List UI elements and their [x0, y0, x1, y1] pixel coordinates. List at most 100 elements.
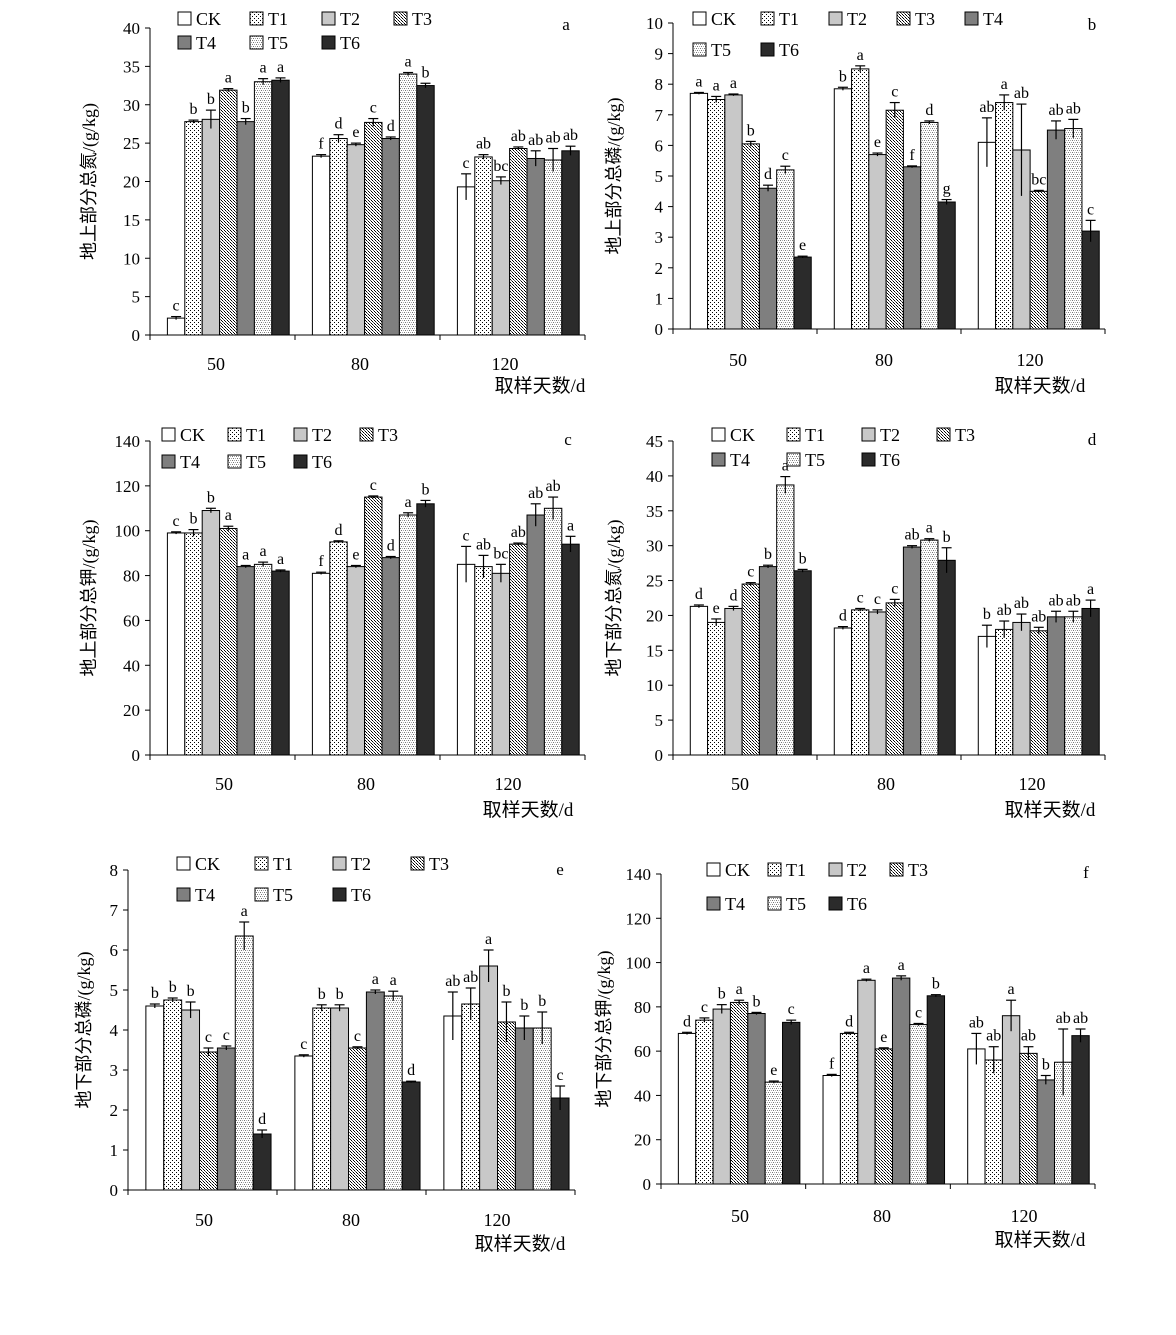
legend-swatch-T3 — [896, 11, 911, 26]
significance-letter: b — [422, 481, 430, 498]
legend-swatch-CK — [692, 11, 707, 26]
y-tick-label: 30 — [123, 96, 140, 115]
bar-T2-120 — [1001, 1015, 1021, 1185]
significance-letter: c — [370, 100, 377, 117]
bar-CK-50 — [689, 605, 709, 756]
significance-letter: e — [799, 237, 806, 254]
bar-T3-50 — [219, 527, 238, 756]
x-tick-label: 80 — [875, 350, 893, 370]
bar-T6-120 — [1081, 230, 1100, 330]
bar-T5-50 — [253, 81, 273, 336]
bar-T6-120 — [550, 1097, 570, 1191]
x-tick-label: 80 — [351, 354, 369, 374]
x-tick-label: 120 — [495, 774, 522, 794]
bar-T1-50 — [695, 1019, 714, 1185]
legend-swatch-T3 — [410, 856, 425, 871]
significance-letter: a — [485, 931, 492, 948]
y-tick-label: 40 — [123, 19, 140, 38]
y-tick-label: 15 — [646, 641, 663, 660]
y-tick-label: 1 — [655, 289, 664, 308]
bar-T5-120 — [543, 159, 563, 336]
legend-label-T5: T5 — [246, 452, 266, 472]
significance-letter: c — [223, 1027, 230, 1044]
y-axis-label: 地下部分总钾/(g/kg) — [594, 951, 615, 1108]
significance-letter: c — [747, 564, 754, 581]
significance-letter: a — [260, 60, 267, 77]
legend-swatch-CK — [711, 427, 726, 442]
bar-T4-80 — [381, 557, 400, 756]
significance-letter: b — [983, 606, 991, 623]
bar-CK-80 — [833, 88, 853, 330]
legend-swatch-T6 — [760, 42, 775, 57]
bar-CK-80 — [833, 627, 853, 756]
bar-T3-80 — [874, 1048, 893, 1185]
significance-letter: e — [770, 1062, 777, 1079]
significance-letter: b — [718, 986, 726, 1003]
bar-T1-80 — [839, 1032, 859, 1185]
panel-letter: d — [1088, 430, 1097, 449]
significance-letter: a — [736, 981, 743, 998]
y-tick-label: 140 — [115, 432, 141, 451]
bar-T1-80 — [329, 138, 348, 336]
x-axis-label: 取样天数/d — [475, 1233, 566, 1255]
significance-letter: b — [207, 489, 215, 506]
bar-T4-50 — [236, 566, 255, 756]
bar-T1-80 — [851, 68, 870, 330]
bar-T4-120 — [526, 157, 545, 336]
bar-T3-80 — [364, 496, 383, 756]
y-tick-label: 80 — [634, 998, 651, 1017]
significance-letter: b — [187, 983, 195, 1000]
legend-swatch-T2 — [293, 427, 308, 442]
significance-letter: b — [169, 979, 177, 996]
chart-panel-c: 0 20 40 60 80 100 120 140 地上部分总钾/(g/kg) 50 80 120 取样… — [79, 425, 586, 821]
significance-letter: a — [857, 47, 864, 64]
legend-label-CK: CK — [196, 9, 221, 29]
significance-letter: b — [799, 550, 807, 567]
legend-swatch-T2 — [828, 862, 843, 877]
significance-letter: ab — [1014, 595, 1029, 612]
bar-T4-120 — [1046, 129, 1066, 330]
legend-swatch-T6 — [321, 35, 336, 50]
bar-T4-120 — [1036, 1079, 1055, 1185]
significance-letter: b — [764, 546, 772, 563]
bar-T5-80 — [398, 73, 418, 336]
significance-letter: d — [407, 1062, 415, 1079]
significance-letter: ab — [476, 536, 491, 553]
significance-letter: a — [782, 458, 789, 475]
panel-letter: a — [562, 15, 570, 34]
y-tick-label: 15 — [123, 211, 140, 230]
x-axis-label: 取样天数/d — [495, 375, 586, 397]
significance-letter: a — [277, 59, 284, 76]
legend-swatch-T1 — [786, 427, 801, 442]
y-tick-label: 7 — [655, 106, 664, 125]
bar-T3-120 — [1029, 190, 1048, 330]
x-tick-label: 50 — [731, 1206, 749, 1226]
y-tick-label: 1 — [110, 1141, 119, 1160]
bar-T6-120 — [561, 150, 580, 336]
significance-letter: b — [520, 997, 528, 1014]
bar-T4-80 — [365, 991, 385, 1191]
y-tick-label: 3 — [110, 1061, 119, 1080]
legend-swatch-CK — [177, 11, 192, 26]
significance-letter: c — [782, 147, 789, 164]
significance-letter: b — [190, 511, 198, 528]
legend-label-T5: T5 — [786, 894, 806, 914]
y-tick-label: 4 — [110, 1021, 119, 1040]
legend-label-T3: T3 — [412, 9, 432, 29]
bar-T2-50 — [201, 510, 221, 756]
bar-T5-50 — [253, 563, 273, 756]
bar-T1-80 — [851, 609, 870, 756]
legend-label-T5: T5 — [805, 450, 825, 470]
legend-label-T4: T4 — [195, 885, 215, 905]
significance-letter: c — [463, 527, 470, 544]
bar-T1-120 — [461, 1003, 481, 1191]
significance-letter: ab — [528, 485, 543, 502]
bar-T4-80 — [902, 166, 922, 330]
legend-swatch-T5 — [767, 896, 782, 911]
y-tick-label: 0 — [132, 746, 141, 765]
significance-letter: d — [839, 608, 847, 625]
legend-swatch-T2 — [332, 856, 347, 871]
legend-label-CK: CK — [725, 860, 750, 880]
legend-label-T1: T1 — [805, 425, 825, 445]
bar-T4-80 — [891, 977, 911, 1185]
